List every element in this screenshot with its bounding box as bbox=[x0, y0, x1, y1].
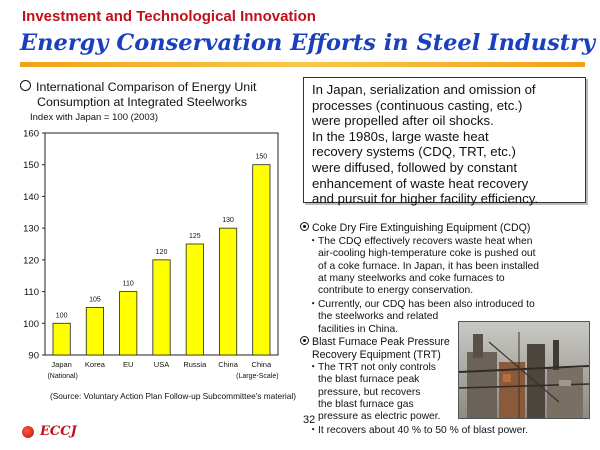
section-kicker: Investment and Technological Innovation bbox=[22, 8, 316, 25]
cdq-bullet-2-line: the steelworks and related bbox=[318, 311, 439, 323]
bar bbox=[252, 164, 271, 356]
category-label: Japan bbox=[51, 360, 71, 369]
summary-line: and pursuit for higher facility efficien… bbox=[312, 191, 539, 207]
trt-heading-line1: Blast Furnace Peak Pressure bbox=[312, 336, 450, 348]
category-label: China bbox=[218, 360, 238, 369]
y-tick-label: 160 bbox=[23, 129, 39, 140]
category-sublabel: (Large-Scale) bbox=[236, 373, 278, 380]
category-label: USA bbox=[154, 360, 169, 369]
cdq-bullet-1-line: The CDQ effectively recovers waste heat … bbox=[318, 236, 533, 247]
trt-bullet-1-line: pressure, but recovers bbox=[318, 386, 421, 398]
cdq-bullet-1-line: air-cooling high-temperature coke is pus… bbox=[318, 248, 536, 260]
data-label: 150 bbox=[256, 154, 268, 161]
index-note: Index with Japan = 100 (2003) bbox=[30, 112, 159, 123]
summary-line: In the 1980s, large waste heat bbox=[312, 128, 489, 144]
data-label: 105 bbox=[89, 296, 101, 303]
summary-box: In Japan, serialization and omission of … bbox=[303, 77, 586, 206]
trt-bullet-1-line: pressure as electric power. bbox=[318, 411, 441, 423]
bar bbox=[52, 322, 71, 356]
cdq-bullet-1: ・ The CDQ effectively recovers waste hea… bbox=[308, 236, 539, 297]
bullet-dot-icon: ・ bbox=[308, 425, 319, 436]
data-label: 110 bbox=[123, 281, 134, 288]
target-bullet-icon bbox=[300, 336, 309, 345]
target-bullet-icon bbox=[300, 222, 309, 231]
trt-bullet-1: ・ The TRT not only controls the blast fu… bbox=[308, 362, 441, 423]
trt-heading: Blast Furnace Peak Pressure Recovery Equ… bbox=[300, 336, 450, 361]
category-label: EU bbox=[123, 360, 133, 369]
cdq-bullet-1-line: contribute to energy conservation. bbox=[318, 285, 474, 297]
bar bbox=[185, 243, 204, 356]
slide-title: Energy Conservation Efforts in Steel Ind… bbox=[20, 30, 596, 56]
data-label: 120 bbox=[156, 249, 168, 256]
page-number: 32 bbox=[303, 414, 316, 426]
trt-bullet-2: ・ It recovers about 40 % to 50 % of blas… bbox=[308, 425, 529, 437]
category-label: China bbox=[252, 360, 272, 369]
y-tick-label: 110 bbox=[24, 287, 39, 298]
title-underline bbox=[20, 62, 585, 67]
bar bbox=[219, 227, 238, 356]
y-tick-label: 120 bbox=[23, 255, 39, 266]
cdq-bullet-1-line: of a coke furnace. In Japan, it has been… bbox=[318, 260, 539, 272]
summary-line: In Japan, serialization and omission of bbox=[312, 82, 536, 97]
eccj-logo-text: ECCJ bbox=[40, 424, 77, 439]
chart-heading: International Comparison of Energy Unit … bbox=[20, 80, 300, 110]
trt-bullet-1-line: the blast furnace gas bbox=[318, 398, 414, 410]
cdq-bullet-2-line: facilities in China. bbox=[318, 323, 399, 335]
cdq-bullet-2: ・ Currently, our CDQ has been also intro… bbox=[308, 299, 535, 336]
bar bbox=[85, 307, 104, 356]
cdq-bullet-1-line: at many steelworks and coke furnaces to bbox=[318, 272, 505, 284]
trt-bullet-2-line: It recovers about 40 % to 50 % of blast … bbox=[318, 425, 529, 436]
bar bbox=[152, 259, 171, 356]
chart-heading-line1: International Comparison of Energy Unit bbox=[36, 80, 257, 94]
data-label: 130 bbox=[222, 217, 234, 224]
cdq-heading: Coke Dry Fire Extinguishing Equipment (C… bbox=[300, 222, 530, 235]
cdq-bullet-2-line: Currently, our CDQ has been also introdu… bbox=[318, 299, 535, 310]
bullet-dot-icon: ・ bbox=[308, 299, 319, 310]
energy-comparison-chart: 90 100 110 120 130 140 150 160 100 Japan (National… bbox=[23, 129, 278, 381]
source-note: (Source: Voluntary Action Plan Follow-up… bbox=[50, 391, 296, 401]
summary-line: were diffused, followed by constant bbox=[312, 159, 518, 175]
trt-heading-line2: Recovery Equipment (TRT) bbox=[312, 348, 441, 361]
category-label: Korea bbox=[85, 360, 106, 369]
bullet-dot-icon: ・ bbox=[308, 362, 319, 373]
chart-heading-line2: Consumption at Integrated Steelworks bbox=[37, 95, 248, 109]
eccj-logo-icon bbox=[22, 426, 34, 438]
y-tick-label: 100 bbox=[23, 319, 39, 330]
category-label: Russia bbox=[183, 360, 207, 369]
summary-line: recovery systems (CDQ, TRT, etc.) bbox=[312, 144, 516, 160]
summary-line: processes (continuous casting, etc.) bbox=[312, 97, 523, 113]
summary-line: were propelled after oil shocks. bbox=[312, 113, 494, 129]
trt-bullet-1-line: the blast furnace peak bbox=[318, 374, 420, 386]
hollow-bullet-icon bbox=[20, 80, 31, 91]
bullet-dot-icon: ・ bbox=[308, 236, 319, 247]
cdq-heading-text: Coke Dry Fire Extinguishing Equipment (C… bbox=[312, 222, 531, 234]
steelworks-photo bbox=[458, 321, 590, 419]
bar bbox=[119, 291, 138, 356]
data-label: 125 bbox=[189, 233, 201, 240]
y-tick-label: 130 bbox=[23, 224, 39, 235]
summary-line: enhancement of waste heat recovery bbox=[312, 175, 529, 191]
y-tick-label: 140 bbox=[23, 192, 39, 203]
data-label: 100 bbox=[56, 312, 68, 319]
trt-bullet-1-line: The TRT not only controls bbox=[318, 362, 436, 373]
category-sublabel: (National) bbox=[47, 373, 77, 380]
industrial-plant-image bbox=[459, 322, 589, 418]
y-tick-label: 150 bbox=[23, 160, 39, 171]
y-tick-label: 90 bbox=[28, 351, 39, 362]
